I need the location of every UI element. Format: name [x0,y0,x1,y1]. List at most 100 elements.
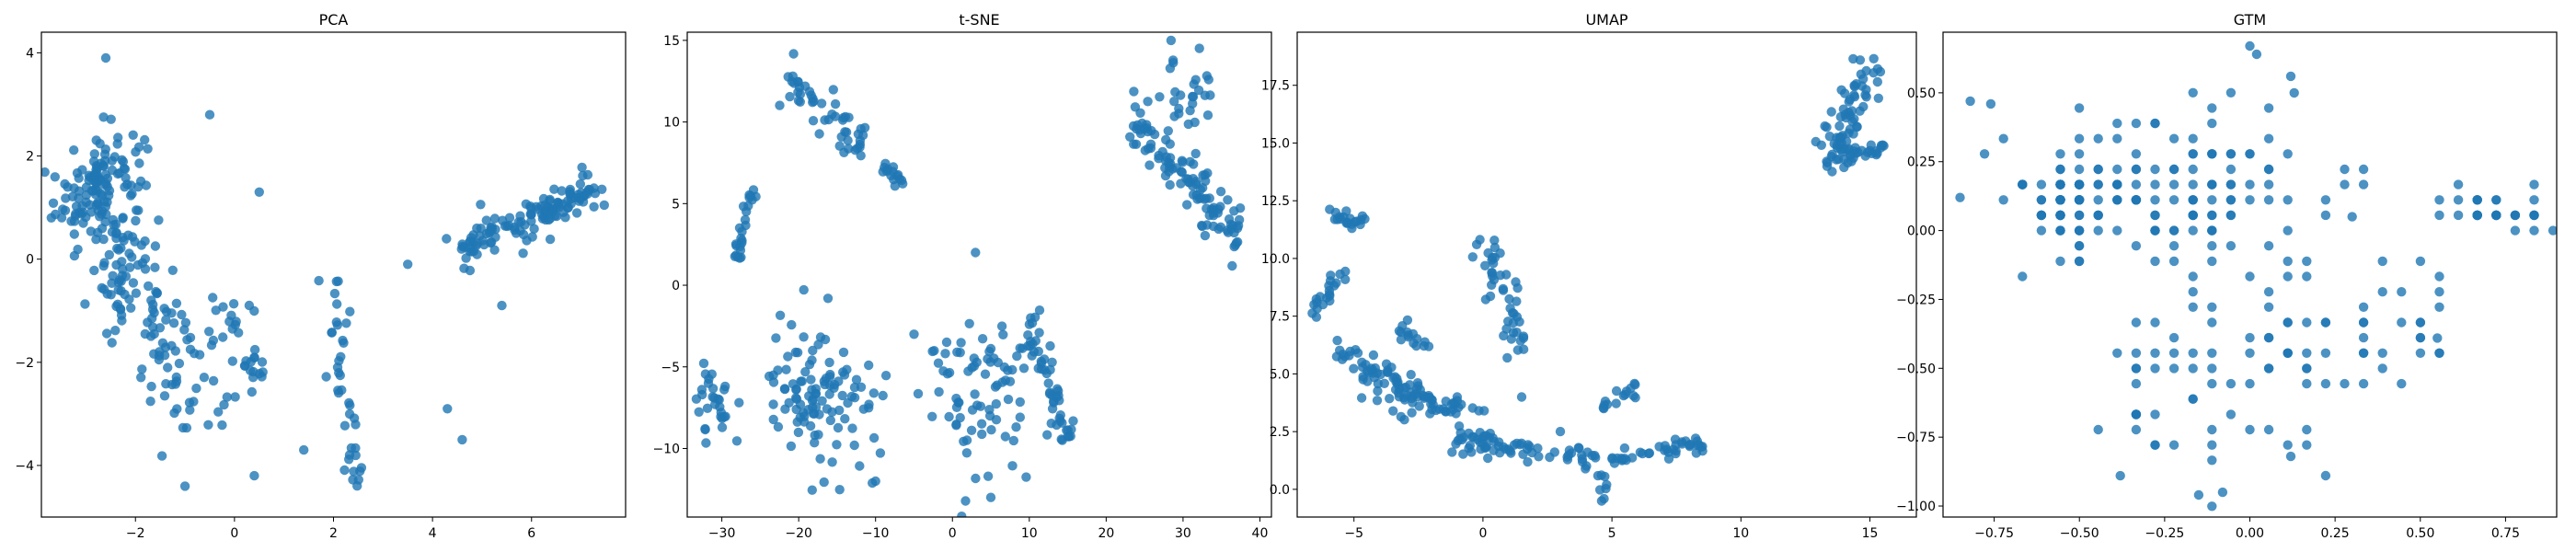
scatter-point [1056,434,1066,444]
scatter-point [2036,195,2047,205]
x-tick-label: 0 [1478,526,1487,541]
scatter-point [792,417,802,427]
scatter-point [1998,195,2008,205]
scatter-point [170,346,180,356]
y-tick-label: 12.5 [1261,194,1290,209]
panel-gtm: GTM −0.75 −0.50 −0.25 0.00 0.25 0.50 0.75 −1.00… [1896,11,2558,541]
scatter-point [149,307,159,318]
scatter-point [2112,164,2122,175]
scatter-point [786,441,797,452]
scatter-point [217,420,227,431]
scatter-point [70,211,81,221]
scatter-point [2168,332,2179,343]
scatter-point [1638,448,1648,459]
scatter-point [1611,398,1621,408]
scatter-point [1412,334,1422,344]
scatter-point [1502,352,1512,363]
scatter-point [1189,79,1199,89]
scatter-point [2434,210,2444,221]
scatter-point [1827,167,1837,177]
scatter-point [1194,43,1204,53]
scatter-point [2245,149,2255,159]
scatter-point [2283,440,2293,450]
scatter-point [2112,348,2122,358]
scatter-point [2225,164,2237,175]
scatter-point [525,209,535,219]
scatter-point [849,440,859,451]
scatter-point [113,284,123,295]
scatter-point [1402,315,1413,326]
scatter-point [1165,179,1175,190]
scatter-point [955,348,965,358]
scatter-point [2093,164,2103,175]
scatter-point [582,169,593,180]
scatter-point [1307,308,1317,318]
scatter-point [830,111,841,121]
scatter-point [2347,212,2357,222]
scatter-point [2168,241,2179,251]
scatter-point [955,412,965,423]
scatter-point [1533,443,1543,454]
scatter-points [41,52,609,491]
scatter-point [2036,210,2047,221]
scatter-point [472,223,482,234]
scatter-point [2055,210,2065,221]
scatter-point [515,211,525,221]
scatter-point [1514,316,1524,327]
scatter-point [344,408,355,420]
y-tick-label: 0 [26,253,34,268]
scatter-point [2150,225,2160,236]
scatter-point [2320,348,2331,358]
scatter-point [174,358,185,369]
scatter-point [2131,424,2142,435]
scatter-point [2283,256,2293,267]
scatter-point [844,112,854,122]
scatter-point [2285,451,2296,462]
scatter-point [1033,363,1043,374]
scatter-point [2112,179,2122,190]
scatter-point [1213,224,1224,235]
scatter-point [1065,431,1075,442]
scatter-point [986,425,996,435]
scatter-point [2036,179,2047,190]
scatter-point [2377,363,2387,374]
scatter-point [1355,219,1365,230]
scatter-point [2131,241,2142,251]
scatter-point [840,414,850,424]
scatter-point [734,223,745,233]
scatter-point [109,152,120,162]
scatter-point [799,417,810,427]
y-tick-label: 4 [26,46,34,61]
scatter-point [1452,392,1463,402]
x-tick-label: −5 [1344,526,1363,541]
scatter-point [80,299,90,309]
scatter-point [991,415,1002,425]
scatter-point [1488,433,1499,443]
scatter-point [1516,392,1527,402]
y-tick-label: 5 [672,197,680,212]
x-tick-label: 0 [949,526,957,541]
scatter-point [1485,291,1496,302]
scatter-point [545,234,556,245]
scatter-point [1168,57,1179,68]
scatter-point [110,326,121,336]
scatter-point [1677,439,1687,449]
scatter-point [1458,449,1468,459]
scatter-point [2207,256,2217,267]
scatter-point [779,384,790,395]
scatter-point [1227,260,1237,271]
scatter-point [2093,210,2103,221]
scatter-point [2320,195,2331,205]
scatter-point [1224,214,1235,224]
scatter-point [1352,348,1363,358]
scatter-point [976,419,987,429]
scatter-point [868,388,879,398]
scatter-point [701,438,711,448]
scatter-point [475,231,485,241]
scatter-point [730,250,742,260]
scatter-point [1053,390,1064,401]
scatter-point [226,310,236,320]
scatter-point [1866,140,1877,150]
scatter-point [191,383,201,394]
scatter-point [1593,470,1604,481]
